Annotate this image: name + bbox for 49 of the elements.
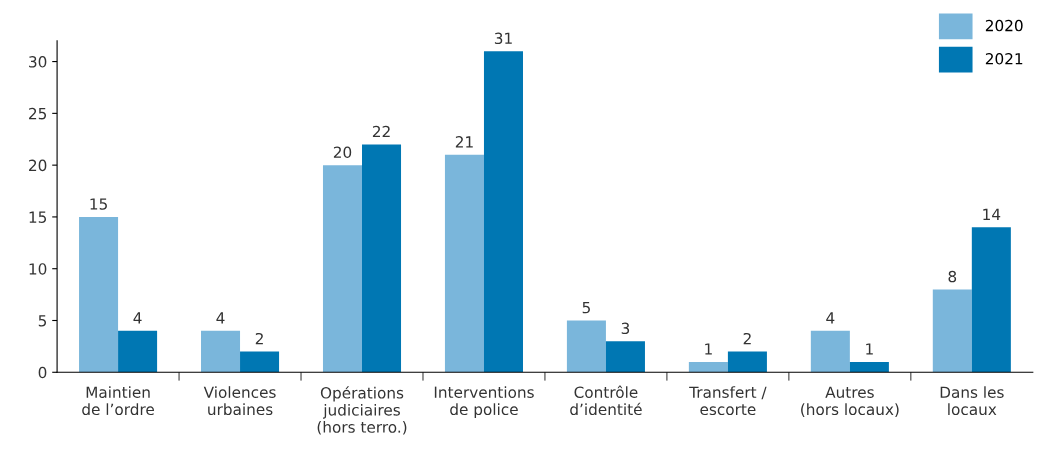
data-label: 8 <box>948 270 957 283</box>
bar <box>362 144 402 373</box>
bar <box>810 330 850 373</box>
data-label: 15 <box>90 198 107 210</box>
bar <box>322 165 362 373</box>
bar <box>849 361 889 373</box>
y-tick-label: 20 <box>29 159 47 172</box>
data-label: 4 <box>133 312 142 324</box>
y-tick-label: 30 <box>29 56 47 68</box>
x-tick-label: Violences urbaines <box>203 386 276 416</box>
bar <box>605 341 645 373</box>
y-tick-label: 5 <box>38 315 47 327</box>
data-label: 2 <box>743 332 751 345</box>
x-tick-label: Contrôle d’identité <box>570 385 642 416</box>
data-label: 14 <box>983 208 1001 220</box>
data-label: 21 <box>455 136 473 148</box>
x-tick-label: Transfert / escorte <box>689 386 767 416</box>
x-tick-label: Autres (hors locaux) <box>801 386 899 417</box>
x-tick-label: Opérations judiciaires (hors terro.) <box>317 386 407 435</box>
data-label: 31 <box>494 32 512 45</box>
y-tick-label: 10 <box>29 263 47 275</box>
x-tick-label: Interventions de police <box>434 386 534 419</box>
bar <box>971 227 1011 373</box>
data-label: 2 <box>255 332 263 345</box>
bar <box>566 320 606 373</box>
data-label: 20 <box>333 146 352 159</box>
legend-label: 2020 <box>985 19 1023 32</box>
data-label: 1 <box>866 343 873 355</box>
bar <box>932 289 972 373</box>
y-tick-label: 0 <box>38 366 47 379</box>
y-tick-label: 25 <box>29 107 47 120</box>
x-tick-label: Dans les locaux <box>940 386 1004 416</box>
bar <box>79 216 119 373</box>
bar <box>444 154 484 373</box>
bar <box>118 330 158 373</box>
legend-label: 2021 <box>985 53 1023 65</box>
y-tick-label: 15 <box>29 211 47 223</box>
bar <box>688 361 728 373</box>
bar <box>201 330 241 373</box>
data-label: 4 <box>826 312 835 324</box>
data-label: 22 <box>372 125 390 138</box>
data-label: 4 <box>216 312 225 324</box>
data-label: 3 <box>621 322 630 335</box>
data-label: 5 <box>582 302 590 314</box>
bar <box>483 51 523 373</box>
bar <box>727 351 767 373</box>
data-label: 1 <box>705 343 712 355</box>
bar <box>240 351 280 373</box>
x-tick-label: Maintien de l’ordre <box>82 386 154 416</box>
